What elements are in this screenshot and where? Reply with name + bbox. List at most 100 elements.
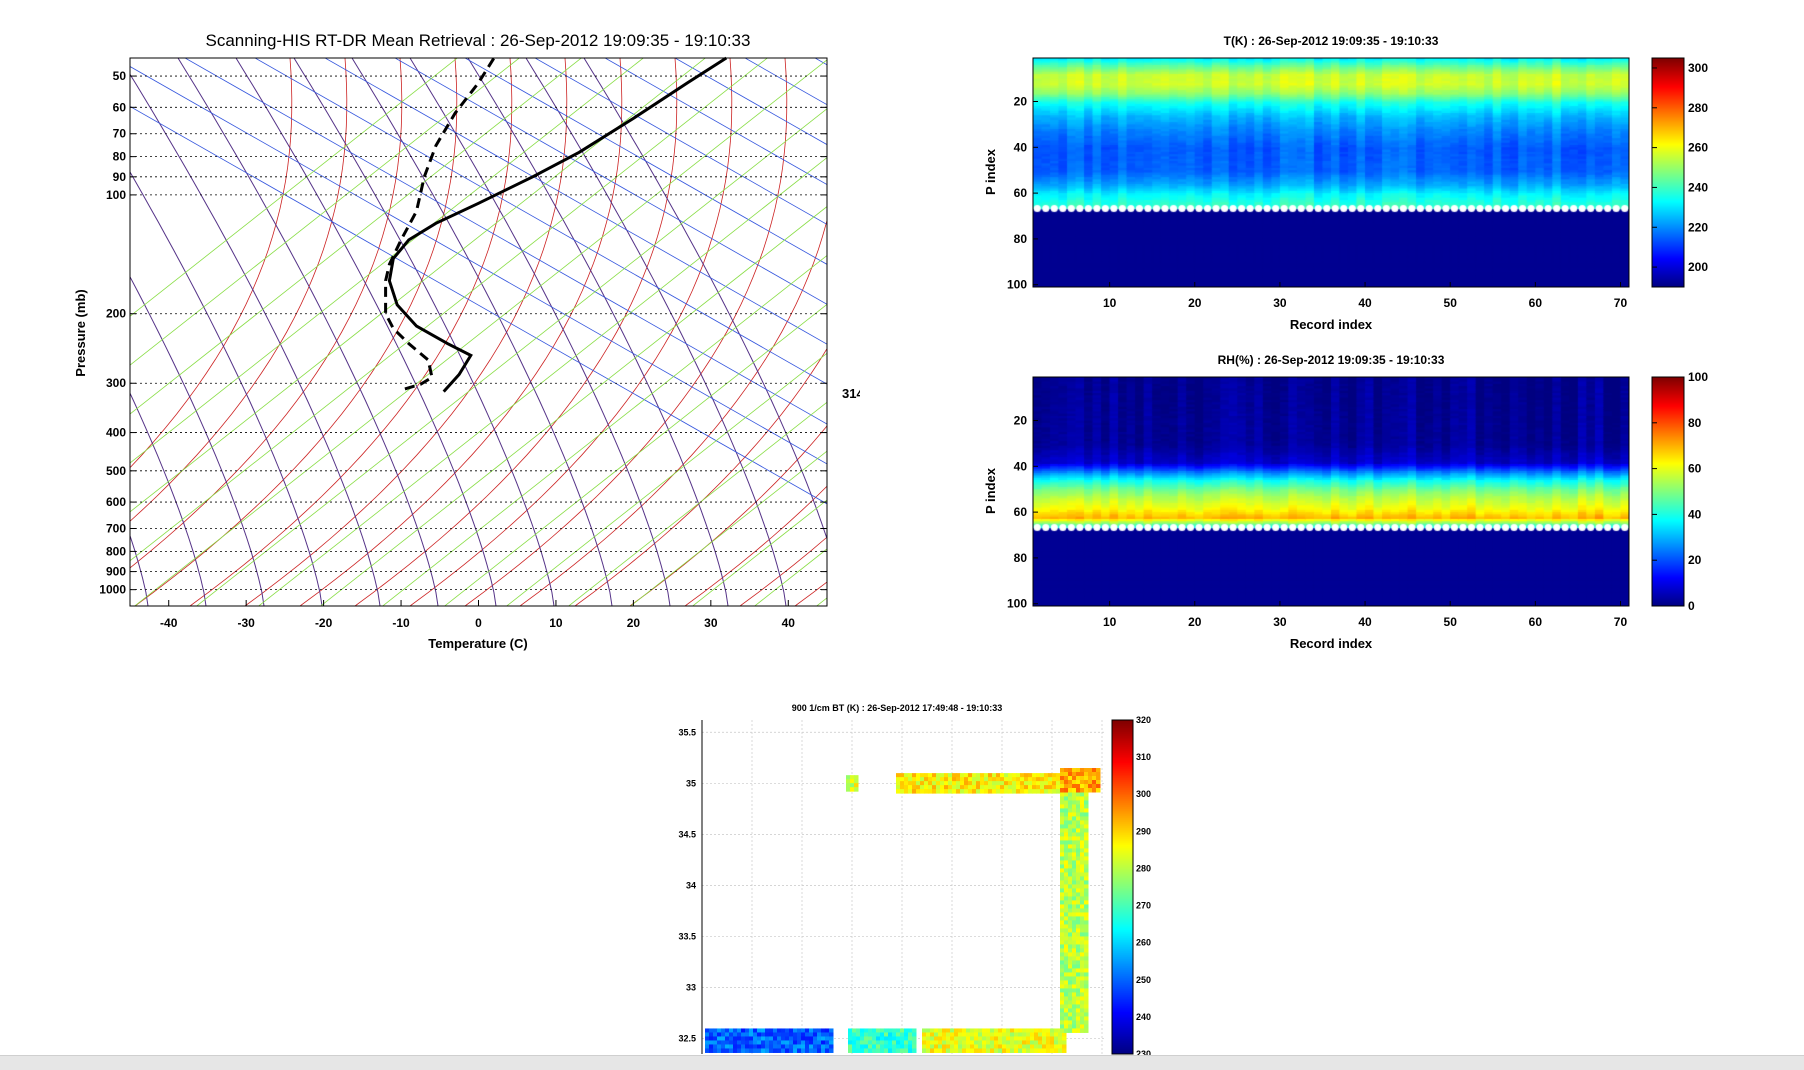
y-tick-label: 32.5 — [678, 1034, 696, 1044]
y-tick-label: 90 — [113, 170, 127, 184]
y-tick-label: 20 — [1014, 95, 1028, 109]
dewpoint-profile-line — [384, 57, 496, 391]
skewt-background-lines — [130, 58, 827, 606]
rh-heatmap-panel: RH(%) : 26-Sep-2012 19:09:35 - 19:10:33 … — [960, 347, 1720, 657]
y-tick-label: 600 — [106, 495, 126, 509]
x-tick-label: 40 — [782, 616, 796, 630]
bt-colorbar — [1112, 720, 1133, 1054]
y-tick-label: 200 — [106, 307, 126, 321]
x-tick-label: 40 — [1358, 296, 1372, 310]
heatmap-frame — [1032, 376, 1630, 607]
y-tick-label: 100 — [1007, 278, 1027, 292]
y-tick-label: 80 — [113, 150, 127, 164]
skewt-chart: Scanning-HIS RT-DR Mean Retrieval : 26-S… — [73, 31, 860, 651]
x-tick-label: -30 — [237, 616, 255, 630]
temperature-profile-line — [387, 56, 728, 393]
colorbar-tick-label: 240 — [1688, 180, 1708, 194]
bt-map-panel: 900 1/cm BT (K) : 26-Sep-2012 17:49:48 -… — [660, 698, 1180, 1055]
track-south-mid — [848, 1028, 917, 1053]
skewt-annotation: 314 — [842, 386, 860, 401]
x-tick-label: 60 — [1529, 296, 1543, 310]
colorbar-tick-label: 320 — [1136, 715, 1151, 725]
x-tick-label: 20 — [627, 616, 641, 630]
colorbar-tick-label: 20 — [1688, 553, 1702, 567]
track-south-east — [922, 1028, 1067, 1053]
rh-heatmap-title: RH(%) : 26-Sep-2012 19:09:35 - 19:10:33 — [1218, 353, 1445, 367]
x-tick-label: -10 — [392, 616, 410, 630]
temperature-heatmap-canvas — [1033, 58, 1629, 287]
colorbar-tick-label: 40 — [1688, 507, 1702, 521]
y-tick-label: 40 — [1014, 459, 1028, 473]
x-tick-label: 20 — [1188, 615, 1202, 629]
rh-heatmap-canvas — [1033, 377, 1629, 606]
colorbar-tick-label: 240 — [1136, 1012, 1151, 1022]
colorbar-tick-label: 280 — [1688, 101, 1708, 115]
y-tick-label: 33 — [686, 983, 696, 993]
y-tick-label: 60 — [1014, 186, 1028, 200]
bt-colorbar-ticks: 230 240 250 260 270 280 290 300 310 320 — [1136, 715, 1151, 1055]
track-east-leg — [1060, 788, 1089, 1033]
temperature-colorbar-ticks: 200 220 240 260 280 300 — [1688, 61, 1708, 274]
y-tick-label: 400 — [106, 426, 126, 440]
x-tick-label: 70 — [1614, 615, 1628, 629]
y-tick-label: 20 — [1014, 414, 1028, 428]
temperature-x-ticks: 10 20 30 40 50 60 70 — [1103, 296, 1628, 310]
x-tick-label: 60 — [1529, 615, 1543, 629]
skewt-pressure-grid — [130, 75, 827, 606]
skewt-title: Scanning-HIS RT-DR Mean Retrieval : 26-S… — [206, 31, 751, 50]
colorbar-tick-label: 80 — [1688, 416, 1702, 430]
rh-colorbar — [1652, 377, 1684, 606]
temperature-heatmap-panel: T(K) : 26-Sep-2012 19:09:35 - 19:10:33 1… — [960, 28, 1720, 338]
y-tick-label: 800 — [106, 544, 126, 558]
rh-heatmap-axes: RH(%) : 26-Sep-2012 19:09:35 - 19:10:33 … — [983, 353, 1708, 651]
y-tick-label: 40 — [1014, 140, 1028, 154]
colorbar-tick-label: 290 — [1136, 826, 1151, 836]
y-tick-label: 80 — [1014, 551, 1028, 565]
rh-x-axis-label: Record index — [1290, 636, 1373, 651]
skewt-x-ticks: -40 -30 -20 -10 0 10 20 30 40 — [160, 616, 795, 630]
x-tick-label: 0 — [475, 616, 482, 630]
bt-y-ticks: 32.5 33 33.5 34 34.5 35 35.5 — [678, 727, 696, 1043]
rh-colorbar-ticks: 0 20 40 60 80 100 — [1688, 370, 1708, 613]
colorbar-tick-label: 220 — [1688, 220, 1708, 234]
y-tick-label: 80 — [1014, 232, 1028, 246]
rh-y-ticks: 20 40 60 80 100 — [1007, 414, 1027, 611]
temperature-heatmap-axes: T(K) : 26-Sep-2012 19:09:35 - 19:10:33 1… — [983, 34, 1708, 332]
colorbar-frame — [1651, 376, 1685, 607]
x-tick-label: -20 — [315, 616, 333, 630]
colorbar-tick-label: 60 — [1688, 462, 1702, 476]
skewt-y-ticks: 50 60 70 80 90 100 200 300 400 500 600 7… — [99, 69, 126, 597]
colorbar-tick-label: 200 — [1688, 260, 1708, 274]
y-tick-label: 100 — [106, 188, 126, 202]
x-tick-label: 40 — [1358, 615, 1372, 629]
bt-colorbar-frame — [1111, 719, 1134, 1055]
x-tick-label: 10 — [1103, 296, 1117, 310]
y-tick-label: 35 — [686, 778, 696, 788]
skewt-frame — [129, 57, 828, 607]
x-tick-label: 50 — [1444, 296, 1458, 310]
y-tick-label: 50 — [113, 69, 127, 83]
y-tick-label: 34 — [686, 880, 696, 890]
y-tick-label: 35.5 — [678, 727, 696, 737]
temperature-y-axis-label: P index — [983, 148, 998, 195]
rh-x-ticks: 10 20 30 40 50 60 70 — [1103, 615, 1628, 629]
colorbar-tick-label: 100 — [1688, 370, 1708, 384]
temperature-heatmap-title: T(K) : 26-Sep-2012 19:09:35 - 19:10:33 — [1224, 34, 1439, 48]
colorbar-tick-label: 300 — [1136, 789, 1151, 799]
colorbar-tick-label: 0 — [1688, 599, 1695, 613]
y-tick-label: 300 — [106, 376, 126, 390]
x-tick-label: 30 — [704, 616, 718, 630]
colorbar-tick-label: 270 — [1136, 901, 1151, 911]
x-tick-label: 10 — [1103, 615, 1117, 629]
x-tick-label: -40 — [160, 616, 178, 630]
y-tick-label: 100 — [1007, 597, 1027, 611]
y-tick-label: 34.5 — [678, 829, 696, 839]
window-bottom-bar — [0, 1055, 1804, 1070]
y-tick-label: 33.5 — [678, 932, 696, 942]
colorbar-tick-label: 280 — [1136, 863, 1151, 873]
x-tick-label: 10 — [549, 616, 563, 630]
track-turn — [1060, 768, 1101, 793]
track-north-leg — [896, 773, 1061, 794]
y-tick-label: 900 — [106, 565, 126, 579]
y-tick-label: 700 — [106, 522, 126, 536]
